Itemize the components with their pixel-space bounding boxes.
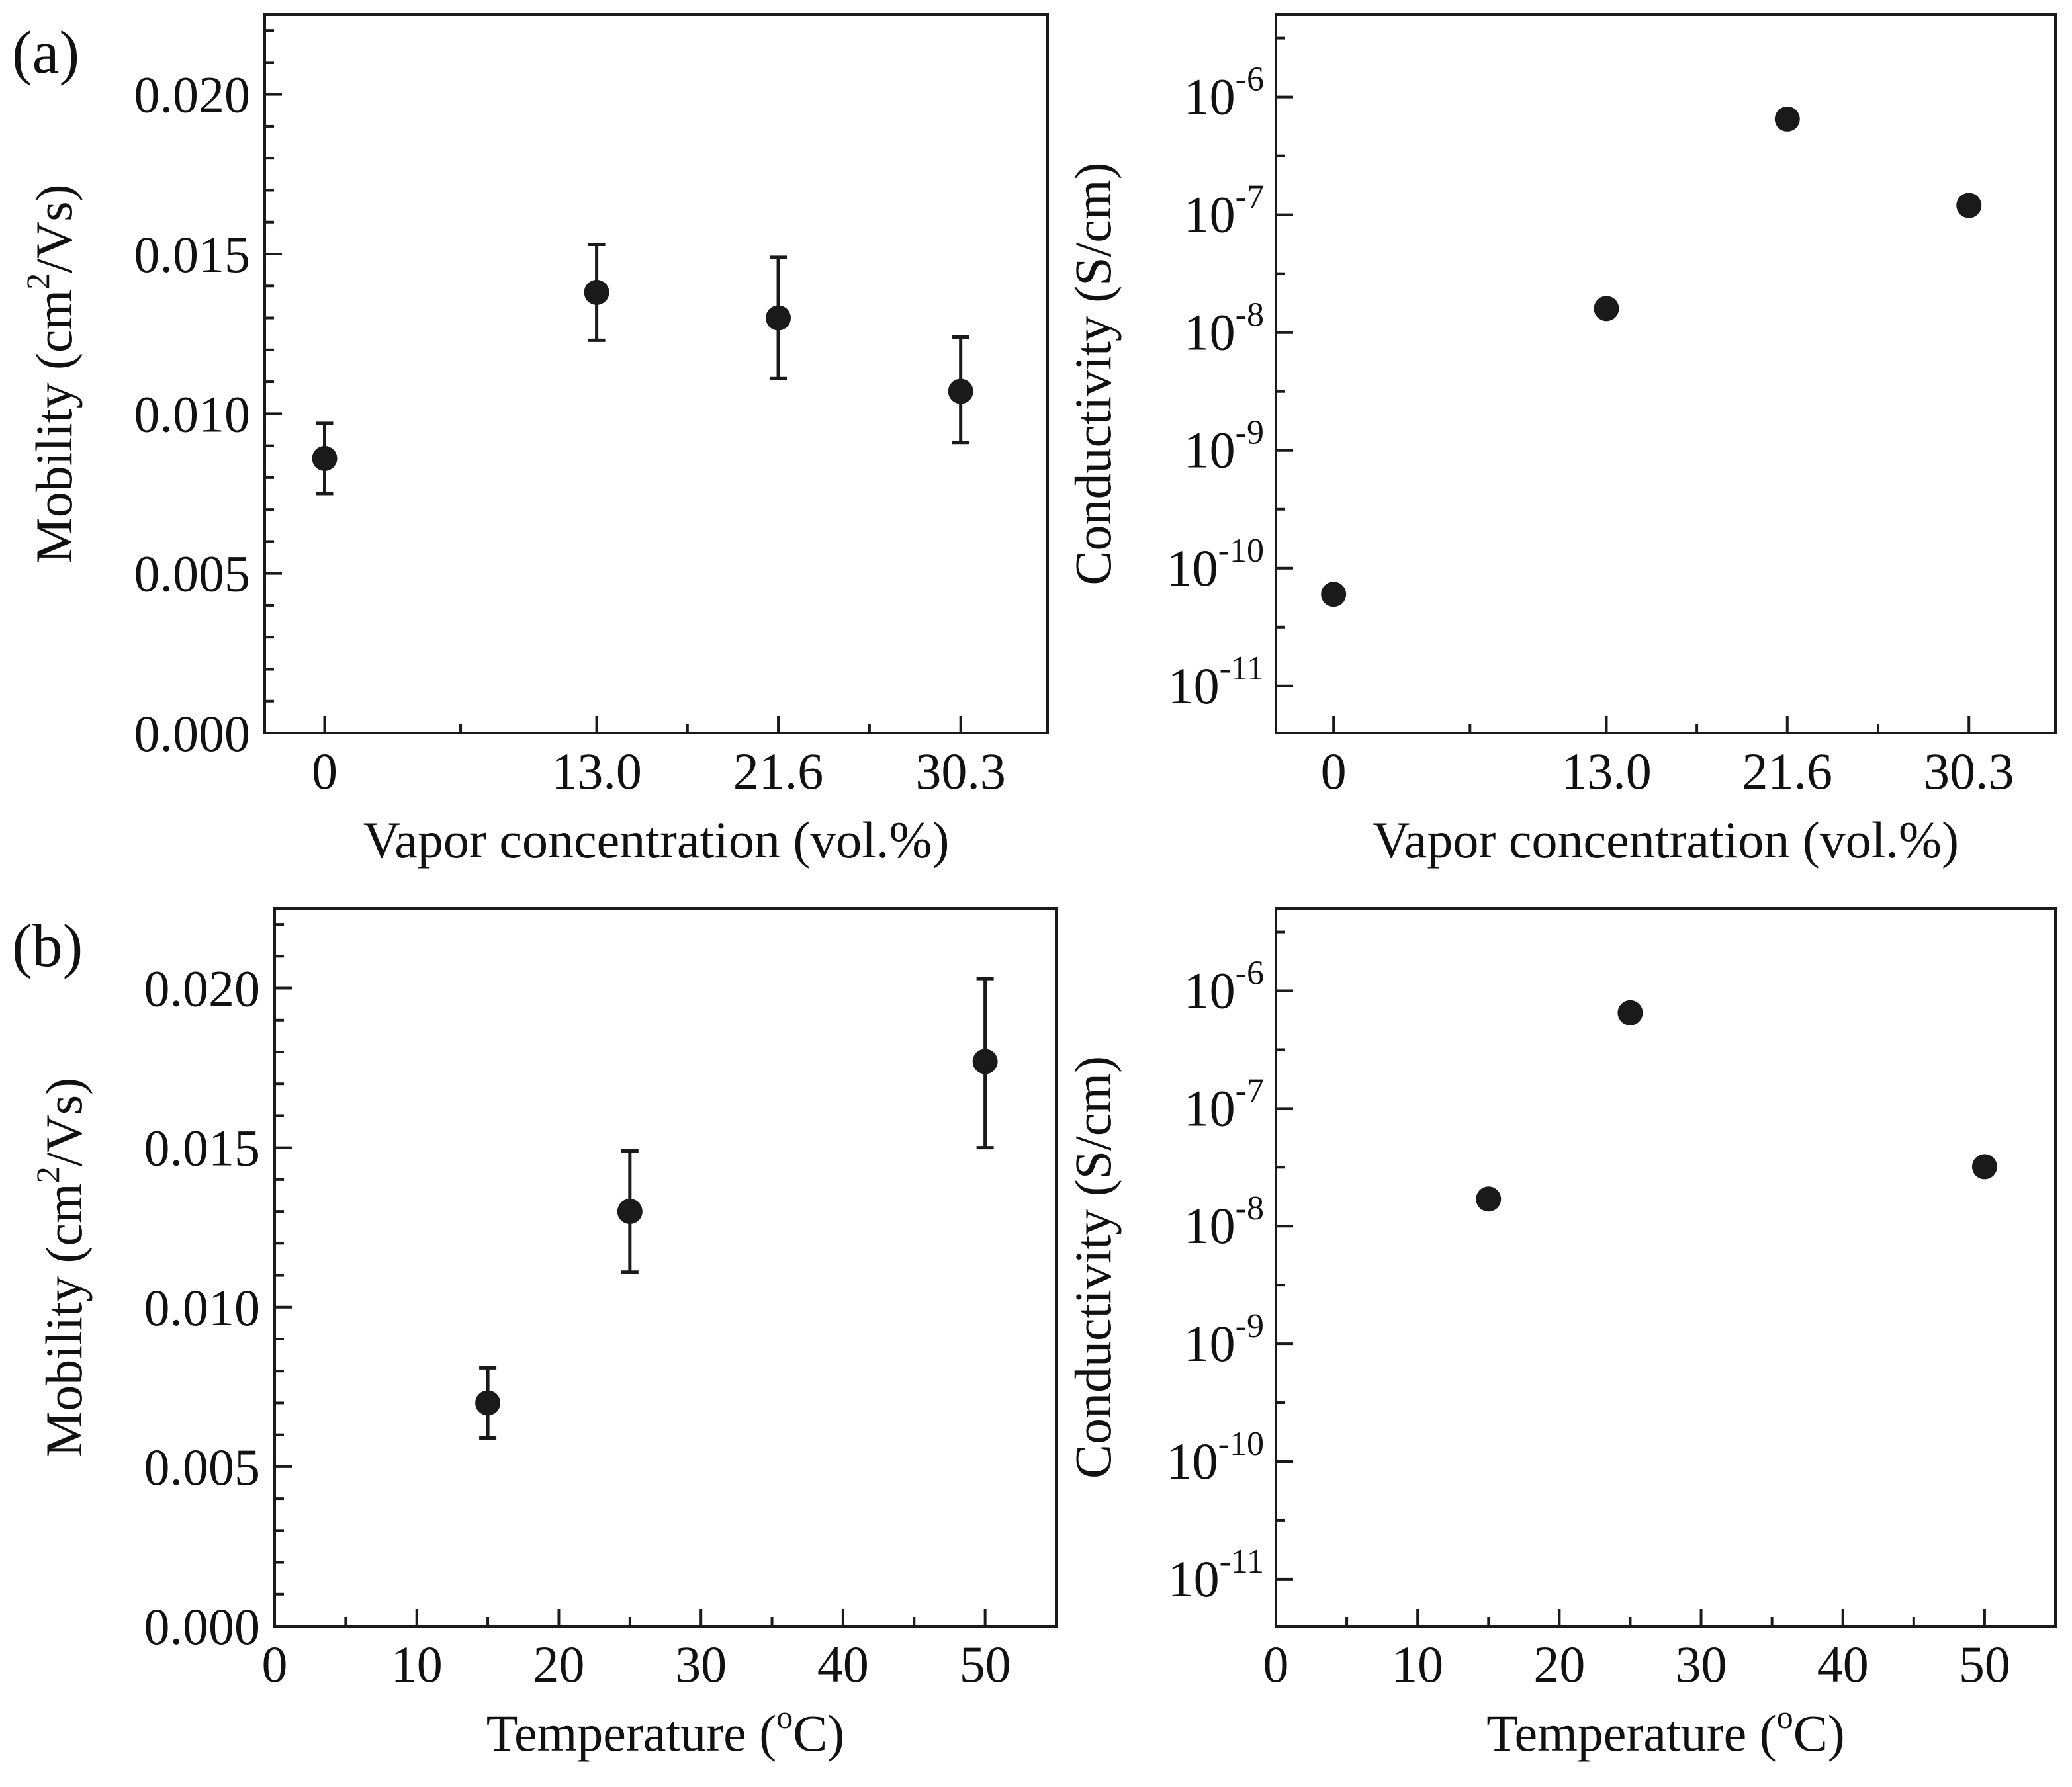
y-tick-label: 10-8 xyxy=(1184,296,1264,361)
y-tick-label: 0.015 xyxy=(144,1119,261,1177)
x-tick-label: 21.6 xyxy=(1742,742,1833,800)
x-tick-label: 13.0 xyxy=(551,742,642,800)
x-tick-label: 30.3 xyxy=(915,742,1006,800)
y-tick-label: 0.015 xyxy=(134,226,251,283)
data-point xyxy=(1321,582,1347,607)
plot-frame xyxy=(1275,13,2057,734)
y-tick-label: 0.005 xyxy=(134,545,251,603)
plot-frame xyxy=(1275,907,2057,1628)
y-tick-label: 0.000 xyxy=(144,1598,261,1655)
x-tick-label: 10 xyxy=(391,1635,443,1693)
plot-frame xyxy=(273,907,1058,1628)
y-axis-title: Conductivity (S/cm) xyxy=(1064,1056,1122,1479)
chart-b-mobility: 0.000 0.005 0.010 0.015 0.020 0 10 20 30 40 50 Temp… xyxy=(29,907,1058,1762)
y-axis-title: Conductivity (S/cm) xyxy=(1064,162,1122,585)
chart-b-conductivity: 10-11 10-10 10-9 10-8 10-7 10-6 0 10 20 30 40 50 Tem… xyxy=(1064,907,2057,1762)
x-tick-label: 10 xyxy=(1392,1635,1443,1693)
x-tick-label: 20 xyxy=(533,1635,584,1693)
y-tick-label: 0.010 xyxy=(134,385,251,443)
x-axis-title: Temperature (oC) xyxy=(486,1698,844,1762)
y-tick-label: 10-10 xyxy=(1167,1425,1264,1490)
x-tick-label: 0 xyxy=(312,742,338,800)
data-point xyxy=(1971,1154,1997,1180)
x-tick-label: 21.6 xyxy=(733,742,824,800)
y-tick-label: 10-11 xyxy=(1168,1543,1264,1608)
y-axis-title: Mobility (cm2/Vs) xyxy=(29,1078,93,1457)
y-tick-label: 10-8 xyxy=(1184,1190,1264,1254)
x-tick-label: 20 xyxy=(1533,1635,1585,1693)
x-tick-label: 30 xyxy=(675,1635,727,1693)
y-tick-label: 0.020 xyxy=(144,960,261,1018)
y-tick-label: 10-9 xyxy=(1184,1307,1264,1372)
x-axis-title: Temperature (oC) xyxy=(1486,1698,1844,1762)
x-tick-label: 40 xyxy=(1817,1635,1869,1693)
y-tick-label: 0.010 xyxy=(144,1279,261,1336)
x-tick-label: 30 xyxy=(1676,1635,1727,1693)
data-point xyxy=(766,305,791,331)
x-tick-label: 30.3 xyxy=(1924,742,2014,800)
data-point xyxy=(948,378,973,404)
x-tick-label: 0 xyxy=(1263,1635,1289,1693)
data-point xyxy=(1594,296,1619,322)
plot-frame xyxy=(263,13,1049,734)
y-tick-label: 0.005 xyxy=(144,1438,261,1496)
y-tick-label: 10-7 xyxy=(1184,179,1264,243)
y-tick-label: 0.020 xyxy=(134,66,251,124)
chart-a-mobility: 0.000 0.005 0.010 0.015 0.020 0 13.0 21.6 30.3 Va… xyxy=(19,13,1049,869)
y-tick-label: 10-7 xyxy=(1184,1072,1264,1137)
y-tick-label: 10-11 xyxy=(1168,650,1264,715)
x-tick-label: 50 xyxy=(1959,1635,2010,1693)
data-point xyxy=(1774,106,1800,132)
y-tick-label: 10-10 xyxy=(1167,532,1264,597)
y-axis-title: Mobility (cm2/Vs) xyxy=(19,184,83,563)
x-axis-title: Vapor concentration (vol.%) xyxy=(1373,811,1959,869)
x-tick-label: 0 xyxy=(262,1635,288,1693)
data-point xyxy=(972,1049,998,1074)
x-tick-label: 13.0 xyxy=(1561,742,1652,800)
data-point xyxy=(312,445,338,471)
x-tick-label: 50 xyxy=(960,1635,1011,1693)
x-tick-label: 0 xyxy=(1321,742,1347,800)
y-tick-label: 0.000 xyxy=(134,705,251,762)
y-tick-label: 10-6 xyxy=(1184,955,1264,1020)
data-point xyxy=(617,1199,643,1225)
data-point xyxy=(1476,1186,1502,1212)
x-tick-label: 40 xyxy=(817,1635,869,1693)
data-point xyxy=(475,1390,501,1416)
panel-label-a: (a) xyxy=(12,19,79,86)
chart-a-conductivity: 10-11 10-10 10-9 10-8 10-7 10-6 0 13.0 21.6 30.3 V… xyxy=(1064,13,2057,869)
y-tick-label: 10-6 xyxy=(1184,61,1264,126)
data-point xyxy=(1617,1000,1643,1025)
data-point xyxy=(1956,193,1982,218)
y-tick-label: 10-9 xyxy=(1184,414,1264,479)
data-point xyxy=(584,279,609,305)
x-axis-title: Vapor concentration (vol.%) xyxy=(363,811,950,869)
panel-label-b: (b) xyxy=(12,912,83,979)
